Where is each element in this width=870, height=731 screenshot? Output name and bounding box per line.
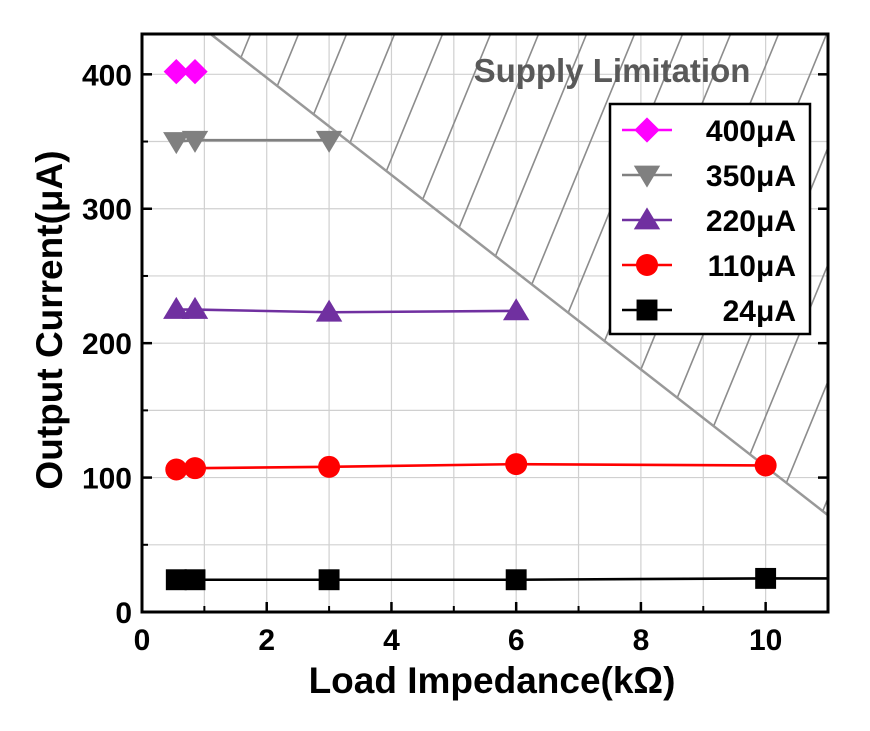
hatch-line bbox=[494, 34, 588, 257]
legend-marker bbox=[636, 299, 658, 321]
legend-entry: 24μA bbox=[622, 295, 796, 328]
legend-marker bbox=[634, 117, 660, 143]
data-point bbox=[505, 569, 527, 591]
hatch-line bbox=[385, 34, 444, 172]
y-tick-label: 100 bbox=[82, 463, 132, 496]
legend-entry: 400μA bbox=[622, 115, 796, 148]
x-tick-label: 0 bbox=[134, 624, 151, 657]
x-tick-label: 4 bbox=[383, 624, 400, 657]
hatch-line bbox=[240, 34, 252, 58]
legend-label: 400μA bbox=[706, 115, 796, 148]
legend-marker bbox=[636, 254, 658, 276]
data-point bbox=[318, 455, 341, 478]
series-220μA bbox=[163, 296, 530, 322]
hatch-line bbox=[276, 34, 300, 87]
data-point bbox=[163, 296, 190, 319]
legend-label: 24μA bbox=[723, 295, 796, 328]
data-point bbox=[165, 569, 187, 591]
series-layer bbox=[163, 58, 828, 591]
data-point bbox=[502, 298, 530, 321]
hatch-line bbox=[785, 379, 828, 484]
y-tick-label: 200 bbox=[82, 328, 132, 361]
data-point bbox=[315, 130, 343, 153]
annotation-supply-limitation: Supply Limitation bbox=[474, 52, 751, 89]
series-400μA bbox=[163, 58, 208, 85]
legend-label: 110μA bbox=[708, 250, 796, 283]
legend: 400μA 350μA 220μA 110μA 24μA bbox=[608, 102, 812, 336]
hatch-line bbox=[349, 34, 396, 143]
y-tick-label: 300 bbox=[82, 194, 132, 227]
hatch-line bbox=[749, 262, 828, 455]
data-point bbox=[184, 569, 206, 591]
data-point bbox=[182, 58, 208, 85]
data-point bbox=[181, 296, 209, 319]
legend-entry: 110μA bbox=[622, 250, 796, 283]
data-point bbox=[755, 567, 777, 589]
supply-limitation-line bbox=[209, 34, 828, 517]
series-line bbox=[176, 462, 766, 471]
hatch-line bbox=[421, 34, 492, 200]
series-24μA bbox=[165, 567, 828, 591]
data-point bbox=[754, 454, 777, 477]
data-point bbox=[315, 299, 343, 322]
x-tick-label: 10 bbox=[749, 624, 782, 657]
legend-entry: 220μA bbox=[622, 205, 796, 238]
legend-entry: 350μA bbox=[622, 160, 796, 193]
grid bbox=[142, 34, 828, 612]
data-point bbox=[318, 569, 340, 591]
legend-marker bbox=[633, 207, 661, 230]
data-point bbox=[184, 457, 207, 480]
plot-frame bbox=[140, 32, 830, 614]
series-line bbox=[176, 308, 517, 314]
data-point bbox=[505, 453, 528, 476]
hatch-line bbox=[312, 34, 348, 115]
y-tick-label: 0 bbox=[115, 597, 132, 630]
legend-marker bbox=[633, 165, 661, 188]
hatch-line bbox=[821, 496, 828, 512]
hatch-line bbox=[458, 34, 540, 228]
legend-label: 350μA bbox=[706, 160, 796, 193]
y-axis-label: Output Current(μA) bbox=[29, 150, 70, 489]
data-point bbox=[165, 458, 188, 481]
data-point bbox=[181, 130, 209, 153]
legend-label: 220μA bbox=[706, 205, 796, 238]
series-350μA bbox=[163, 130, 343, 155]
hatch-line bbox=[859, 34, 870, 539]
x-tick-label: 2 bbox=[258, 624, 275, 657]
y-tick-label: 400 bbox=[82, 59, 132, 92]
series-110μA bbox=[165, 453, 777, 481]
data-point bbox=[163, 58, 189, 85]
data-point bbox=[163, 132, 190, 155]
x-tick-label: 6 bbox=[508, 624, 525, 657]
hatch-line bbox=[531, 34, 636, 285]
x-axis-label: Load Impedance(kΩ) bbox=[309, 660, 676, 701]
series-line bbox=[176, 577, 828, 582]
x-tick-label: 8 bbox=[633, 624, 650, 657]
